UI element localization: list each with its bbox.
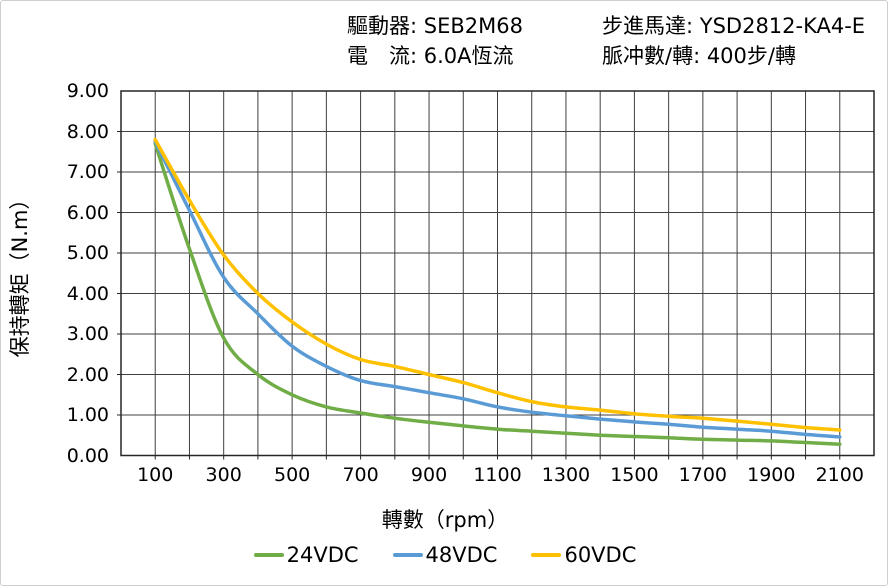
legend-item-24vdc: 24VDC xyxy=(253,543,359,567)
y-tick-label: 1.00 xyxy=(66,404,109,426)
x-tick-label: 1700 xyxy=(678,464,728,486)
x-axis-title: 轉數（rpm） xyxy=(381,508,509,532)
y-tick-label: 8.00 xyxy=(66,120,109,143)
plot-frame xyxy=(120,90,875,457)
x-tick-label: 700 xyxy=(342,464,379,486)
x-tick-label: 1100 xyxy=(473,464,522,486)
x-tick-label: 1900 xyxy=(747,464,796,486)
x-tick-label: 100 xyxy=(137,464,174,486)
y-tick-label: 4.00 xyxy=(66,282,109,305)
x-tick-label: 1500 xyxy=(610,464,659,486)
y-tick-label: 6.00 xyxy=(66,201,109,224)
series-line-48vdc xyxy=(153,139,842,439)
y-tick-label: 5.00 xyxy=(66,242,109,264)
y-tick-label: 3.00 xyxy=(66,323,109,345)
legend-label-60vdc: 60VDC xyxy=(564,543,637,567)
series-line-60vdc xyxy=(153,137,842,432)
legend-swatch-60vdc xyxy=(531,553,562,557)
x-tick-label: 300 xyxy=(205,464,242,486)
legend-label-48vdc: 48VDC xyxy=(425,543,498,567)
legend-item-48vdc: 48VDC xyxy=(392,543,498,567)
y-tick-label: 7.00 xyxy=(66,161,109,183)
chart-legend: 24VDC 48VDC 60VDC xyxy=(1,543,887,567)
legend-label-24vdc: 24VDC xyxy=(286,543,359,567)
x-tick-label: 2100 xyxy=(815,464,864,486)
driver-model-text: 驅動器: SEB2M68 xyxy=(347,14,523,38)
series-line-24vdc xyxy=(153,141,842,446)
pulses-per-rev-text: 脈冲數/轉: 400步/轉 xyxy=(602,44,796,68)
x-tick-label: 900 xyxy=(410,464,448,486)
y-tick-label: 0.00 xyxy=(66,444,109,467)
y-tick-label: 2.00 xyxy=(66,363,109,386)
legend-item-60vdc: 60VDC xyxy=(531,543,636,567)
x-tick-label: 1300 xyxy=(541,464,591,486)
x-tick-label: 500 xyxy=(273,464,311,486)
y-tick-label: 9.00 xyxy=(66,80,109,102)
legend-swatch-48vdc xyxy=(392,553,423,557)
motor-model-text: 步進馬達: YSD2812-KA4-E xyxy=(602,14,866,38)
legend-swatch-24vdc xyxy=(253,553,284,557)
current-text: 電 流: 6.0A恆流 xyxy=(347,44,514,68)
